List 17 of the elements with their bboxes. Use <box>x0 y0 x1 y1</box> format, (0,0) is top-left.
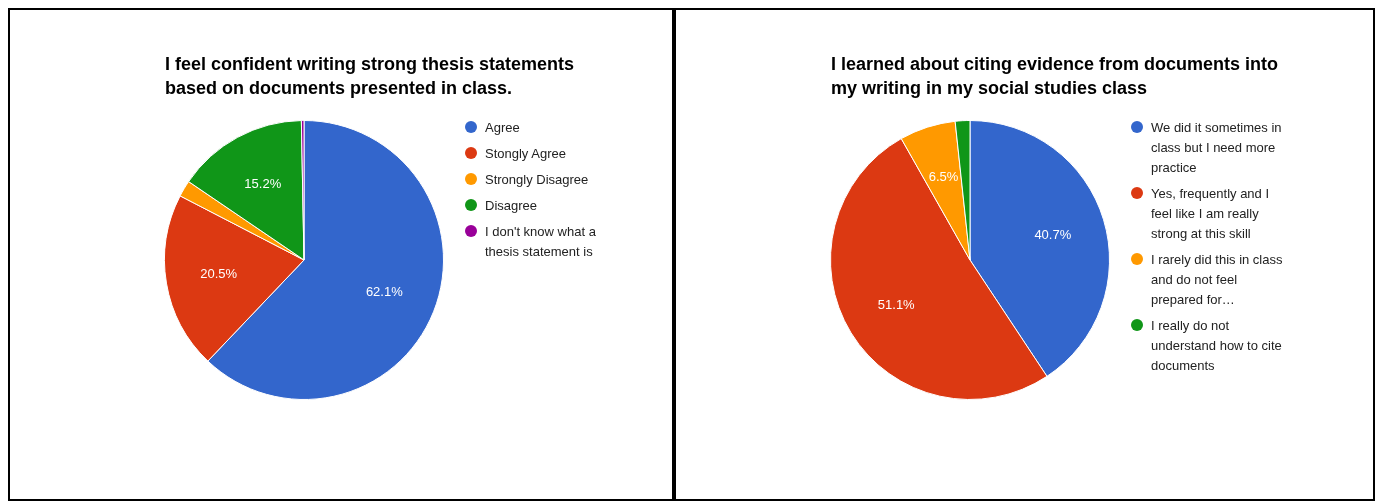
data-label: 51.1% <box>877 296 916 312</box>
legend-label: I rarely did this in class and do not feel prepared for… <box>1151 251 1284 309</box>
legend-label: Agree <box>485 119 521 137</box>
legend-label: I really do not understand how to cite documents <box>1151 317 1283 375</box>
data-label: 62.1% <box>365 283 404 299</box>
chart-title: I learned about citing evidence from documents into my writing in my social studies class <box>831 53 1280 100</box>
legend-label: We did it sometimes in class but I need more practice <box>1151 119 1283 177</box>
legend-label: Strongly Disagree <box>485 171 590 189</box>
legend-label: I don't know what a thesis statement is <box>485 223 597 261</box>
legend-label: Disagree <box>485 197 539 215</box>
chart-title: I feel confident writing strong thesis statements based on documents presented in class. <box>165 53 576 100</box>
legend-label: Yes, frequently and I feel like I am really strong at this skill <box>1151 185 1271 243</box>
data-label: 40.7% <box>1034 226 1072 242</box>
data-label: 15.2% <box>244 175 282 191</box>
data-label: 6.5% <box>928 169 959 185</box>
legend-label: Stongly Agree <box>485 145 567 163</box>
data-label: 20.5% <box>200 265 238 281</box>
